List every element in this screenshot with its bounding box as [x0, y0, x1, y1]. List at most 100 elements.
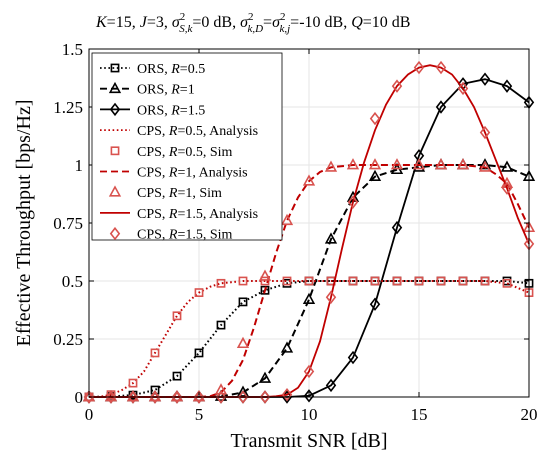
legend-marker-sample: [110, 63, 120, 73]
y-tick-label: 0: [75, 388, 84, 407]
axis-tick-labels: 0 5 10 15 20 0 0.25 0.5 0.75 1 1.25 1.5: [53, 40, 537, 424]
data-point-square: [282, 276, 292, 286]
data-point-square: [502, 278, 512, 288]
data-point-square: [238, 297, 248, 307]
data-point-square: [436, 276, 446, 286]
x-axis-title: Transmit SNR [dB]: [230, 430, 387, 452]
data-point-triangle: [258, 269, 272, 281]
series-line: [88, 280, 530, 398]
data-point-diamond: [347, 195, 359, 209]
y-tick-label: 0.5: [62, 272, 83, 291]
data-point-triangle: [500, 160, 514, 172]
data-point-square: [150, 385, 160, 395]
data-point-diamond: [171, 390, 183, 404]
legend-label: CPS, R=1.5, Sim: [137, 228, 233, 243]
legend-label-part: R: [168, 166, 178, 181]
data-point-diamond: [479, 72, 491, 86]
x-tick-label: 15: [411, 405, 428, 424]
data-point-square: [172, 371, 182, 381]
data-point-triangle: [368, 169, 382, 181]
legend-label-part: R: [170, 103, 180, 118]
data-point-diamond: [193, 390, 205, 404]
legend-item-1: ORS, R=1: [100, 81, 195, 98]
legend-label-part: R: [168, 145, 178, 160]
data-point-triangle: [478, 158, 492, 170]
legend-label-part: CPS,: [137, 166, 169, 181]
legend-box: [91, 52, 283, 241]
legend-label-part: =1: [180, 83, 195, 98]
data-point-diamond: [215, 390, 227, 404]
series-layer: [82, 60, 536, 404]
data-point-triangle: [302, 292, 316, 304]
legend-label-part: CPS,: [137, 186, 169, 201]
legend-label: CPS, R=1, Sim: [137, 186, 222, 201]
legend-label-part: =1, Analysis: [177, 166, 247, 181]
data-point-diamond: [413, 60, 425, 75]
legend-label-part: =0.5, Sim: [177, 145, 232, 160]
legend-label: ORS, R=0.5: [137, 62, 205, 77]
y-tick-label: 1: [75, 156, 84, 175]
x-tick-label: 0: [85, 405, 94, 424]
data-point-diamond: [149, 390, 161, 404]
x-tick-label: 5: [195, 405, 204, 424]
data-point-triangle: [236, 336, 250, 349]
data-point-square: [172, 311, 182, 321]
series-3: [88, 280, 530, 398]
legend-marker-sample: [110, 146, 120, 156]
legend-marker-sample: [108, 185, 122, 197]
x-tick-label: 10: [301, 405, 318, 424]
legend-item-4: CPS, R=0.5, Sim: [110, 145, 233, 160]
legend-label: ORS, R=1.5: [137, 103, 205, 118]
data-point-triangle: [368, 158, 382, 170]
series-line: [88, 280, 530, 398]
data-point-square: [348, 276, 358, 286]
data-point-diamond: [83, 390, 95, 404]
data-point-triangle: [412, 158, 426, 170]
legend-item-7: CPS, R=1.5, Analysis: [100, 207, 258, 222]
data-point-diamond: [435, 100, 447, 114]
data-point-diamond: [435, 60, 447, 75]
data-point-triangle: [324, 232, 338, 244]
legend-item-3: CPS, R=0.5, Analysis: [100, 124, 258, 139]
data-point-square: [370, 276, 380, 286]
series-6: [82, 158, 536, 402]
y-tick-label: 0.75: [53, 214, 83, 233]
legend-label: CPS, R=0.5, Analysis: [137, 124, 258, 139]
data-point-triangle: [456, 158, 470, 170]
y-tick-label: 0.25: [53, 330, 83, 349]
data-point-triangle: [280, 213, 294, 226]
legend-label-part: CPS,: [137, 124, 169, 139]
legend-label-part: CPS,: [137, 228, 169, 243]
data-point-triangle: [236, 385, 250, 397]
legend-item-0: ORS, R=0.5: [100, 62, 205, 77]
data-point-square: [216, 278, 226, 288]
legend-label-part: CPS,: [137, 145, 169, 160]
data-point-square: [238, 276, 248, 286]
legend-label-part: =1.5, Analysis: [177, 207, 258, 222]
legend-label-part: ORS,: [137, 103, 171, 118]
data-point-diamond: [325, 378, 337, 393]
data-point-diamond: [479, 125, 491, 140]
data-point-triangle: [302, 174, 316, 186]
data-point-square: [194, 288, 204, 297]
legend-label-part: =0.5: [180, 62, 205, 77]
data-point-square: [194, 348, 204, 358]
data-point-square: [392, 276, 402, 286]
data-point-diamond: [259, 390, 271, 404]
data-point-diamond: [105, 390, 117, 404]
data-point-triangle: [258, 371, 272, 383]
data-point-triangle: [434, 158, 448, 170]
data-point-diamond: [369, 111, 381, 126]
chart-title: K=15, J=3, σ2 S,k=0 dB, σ2 k,D=σ2 k,j=-10 d…: [95, 11, 410, 35]
legend-item-6: CPS, R=1, Sim: [108, 185, 222, 201]
legend-label-part: =1.5, Sim: [177, 228, 232, 243]
legend-label: CPS, R=0.5, Sim: [137, 145, 233, 160]
legend-marker-sample: [108, 81, 122, 94]
legend-label-part: =1, Sim: [177, 186, 222, 201]
data-point-square: [480, 276, 490, 286]
data-point-diamond: [127, 390, 139, 404]
series-line: [89, 164, 530, 398]
legend-label-part: =0.5, Analysis: [177, 124, 258, 139]
data-point-triangle: [214, 383, 228, 395]
